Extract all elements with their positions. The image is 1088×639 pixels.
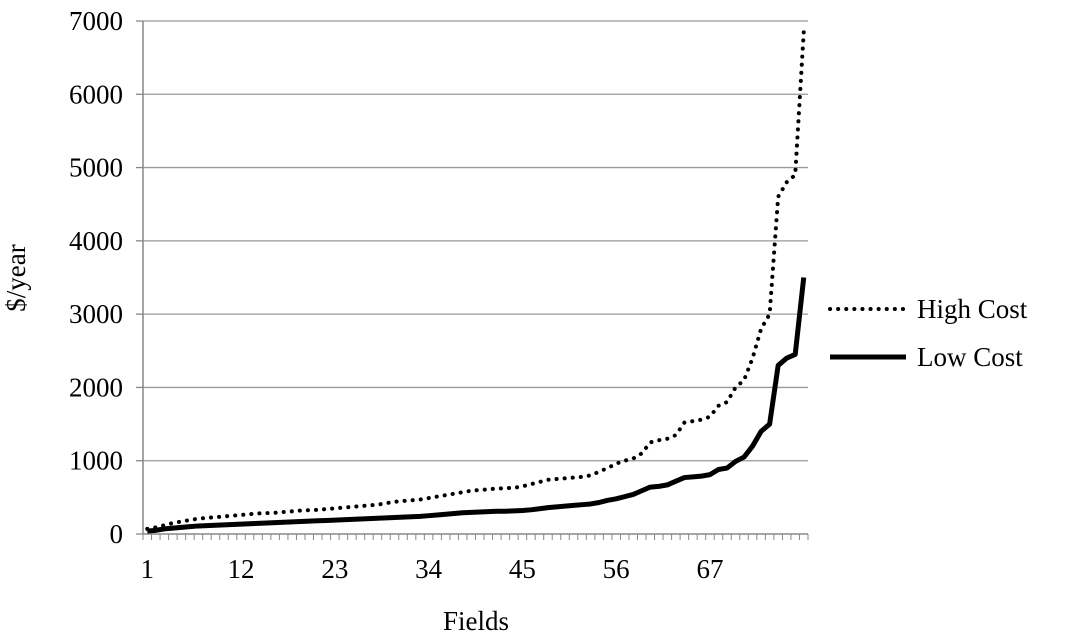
x-tick-labels: 1 12 23 34 45 56 67 xyxy=(141,554,724,584)
y-tick-label: 7000 xyxy=(69,6,123,36)
series-line-high-cost xyxy=(145,29,806,531)
x-tick-label: 34 xyxy=(415,554,443,584)
series-lines xyxy=(145,29,807,534)
y-tick-labels: 0 1000 2000 3000 4000 5000 6000 7000 xyxy=(69,6,123,549)
y-tick-label: 0 xyxy=(110,519,124,549)
series-line-low-cost xyxy=(147,277,807,534)
x-tick-label: 67 xyxy=(696,554,723,584)
legend-label-high-cost: High Cost xyxy=(917,294,1028,324)
y-tick-label: 5000 xyxy=(69,153,123,183)
x-axis-title: Fields xyxy=(443,606,509,636)
x-tick-label: 23 xyxy=(321,554,348,584)
y-tick-label: 6000 xyxy=(69,79,123,109)
gridlines xyxy=(143,20,808,462)
y-tick-label: 2000 xyxy=(69,372,123,402)
x-tick-label: 1 xyxy=(141,554,155,584)
y-tick-label: 1000 xyxy=(69,446,123,476)
x-tick-label: 56 xyxy=(603,554,630,584)
legend-label-low-cost: Low Cost xyxy=(917,342,1023,372)
y-tick-label: 4000 xyxy=(69,226,123,256)
x-tick-label: 45 xyxy=(509,554,536,584)
legend: High Cost Low Cost xyxy=(828,294,1028,372)
y-axis-title: $/year xyxy=(1,244,31,311)
x-tick-label: 12 xyxy=(228,554,255,584)
y-tick-label: 3000 xyxy=(69,299,123,329)
axes xyxy=(136,20,809,540)
